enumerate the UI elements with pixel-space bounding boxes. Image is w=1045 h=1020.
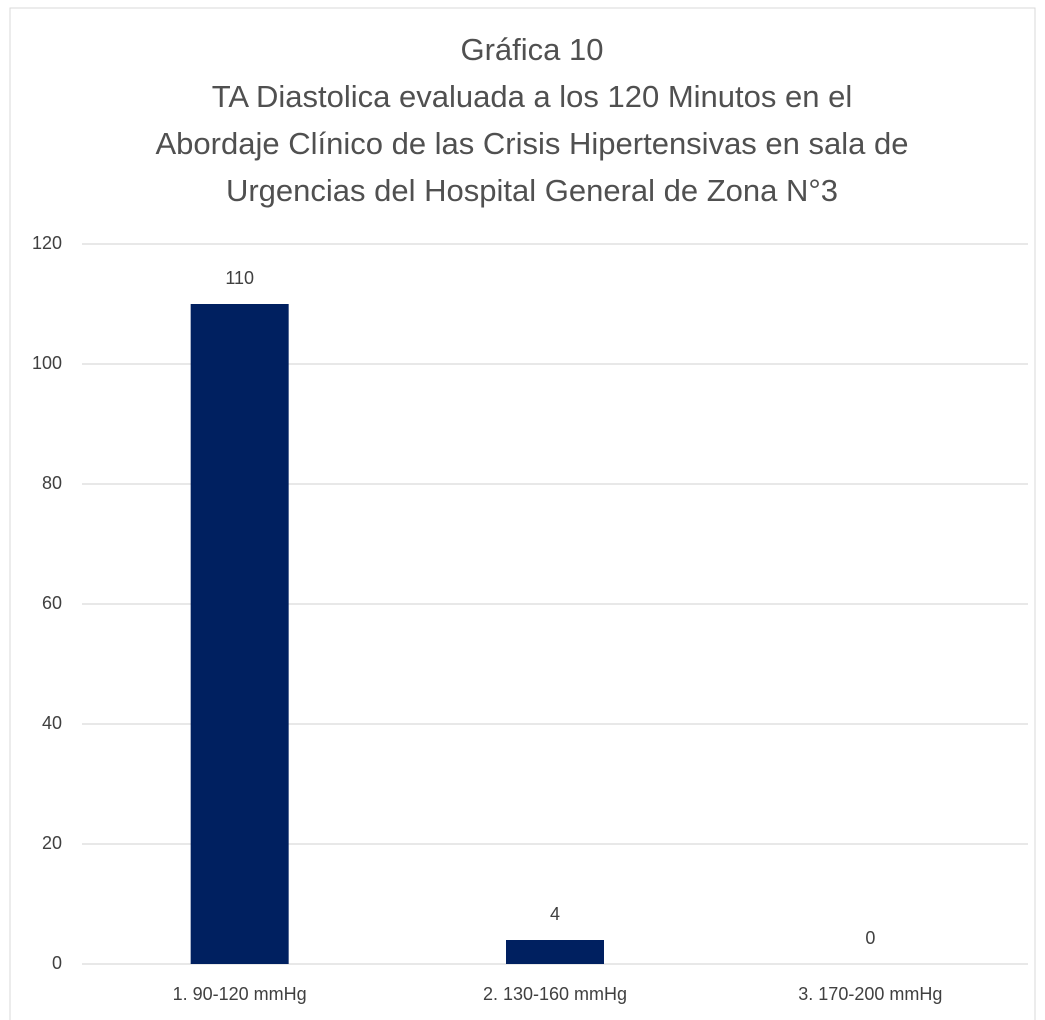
chart-title: Gráfica 10 bbox=[460, 32, 603, 67]
chart-title: TA Diastolica evaluada a los 120 Minutos… bbox=[212, 79, 852, 114]
y-tick-label: 40 bbox=[42, 713, 62, 733]
data-label: 4 bbox=[550, 904, 560, 924]
y-tick-label: 0 bbox=[52, 953, 62, 973]
chart-frame bbox=[9, 7, 1036, 1020]
chart-title: Urgencias del Hospital General de Zona N… bbox=[226, 173, 838, 208]
x-tick-label: 1. 90-120 mmHg bbox=[173, 984, 307, 1004]
x-tick-label: 3. 170-200 mmHg bbox=[798, 984, 942, 1004]
chart-title: Abordaje Clínico de las Crisis Hipertens… bbox=[156, 126, 909, 161]
data-label: 0 bbox=[865, 928, 875, 948]
y-tick-label: 120 bbox=[32, 233, 62, 253]
y-tick-label: 20 bbox=[42, 833, 62, 853]
y-tick-label: 80 bbox=[42, 473, 62, 493]
y-tick-label: 100 bbox=[32, 353, 62, 373]
bar bbox=[190, 304, 289, 964]
data-label: 110 bbox=[225, 268, 254, 288]
y-tick-label: 60 bbox=[42, 593, 62, 613]
bar bbox=[506, 940, 604, 964]
x-tick-label: 2. 130-160 mmHg bbox=[483, 984, 627, 1004]
